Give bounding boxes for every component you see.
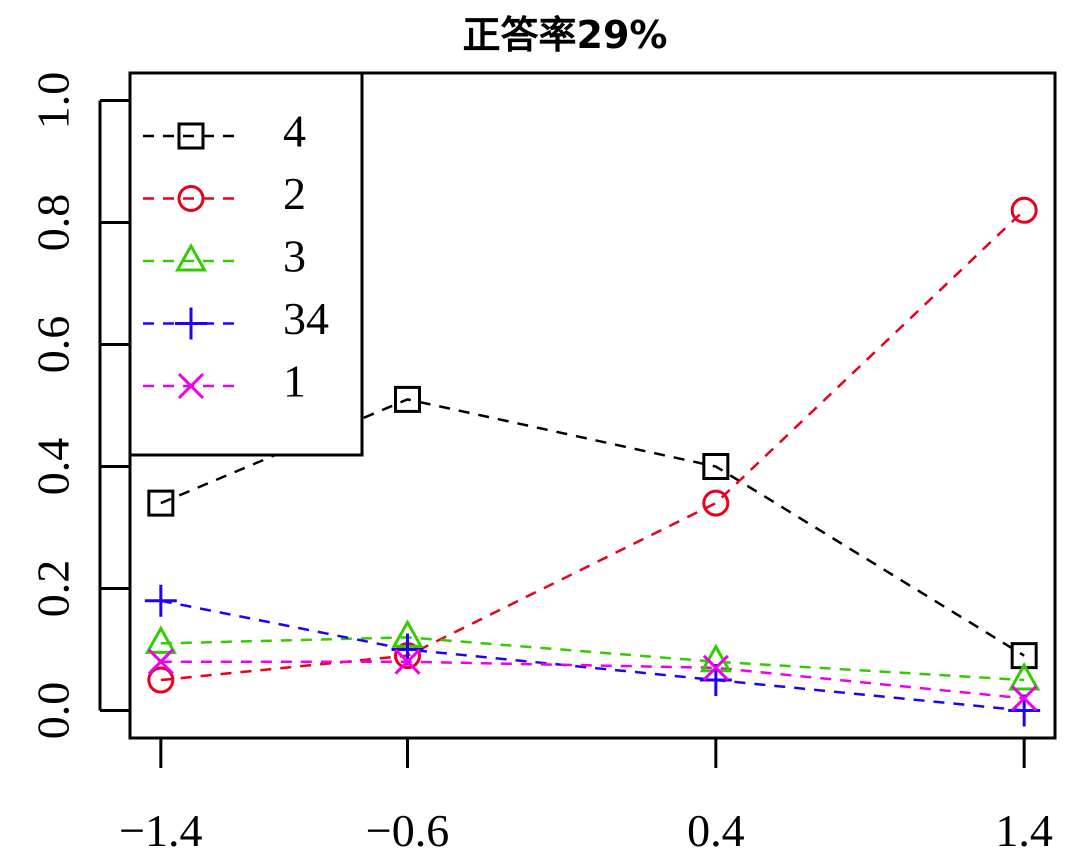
x-tick-label: 0.4 bbox=[687, 805, 745, 852]
series-point-34 bbox=[144, 584, 177, 617]
series-markers bbox=[144, 196, 1041, 727]
y-tick-label: 0.0 bbox=[28, 682, 79, 740]
series-line-4 bbox=[160, 398, 1025, 657]
series-line-3 bbox=[160, 636, 1025, 682]
y-tick-label: 0.6 bbox=[28, 316, 79, 374]
legend-marker-34 bbox=[175, 307, 207, 340]
y-axis: 0.0 0.2 0.4 0.6 0.8 1.0 bbox=[28, 72, 130, 740]
chart-title: 正答率29% bbox=[463, 13, 668, 57]
series-point-1 bbox=[147, 648, 174, 675]
legend-label-34: 34 bbox=[283, 293, 329, 344]
series-point-1 bbox=[702, 654, 729, 681]
series-point-4 bbox=[394, 385, 421, 413]
y-tick-label: 0.4 bbox=[28, 438, 79, 496]
series-point-1 bbox=[394, 648, 421, 675]
legend-marker-2 bbox=[177, 185, 205, 212]
x-tick-label: −1.4 bbox=[119, 805, 202, 852]
y-tick-label: 0.2 bbox=[28, 560, 79, 618]
legend-label-2: 2 bbox=[283, 168, 306, 219]
series-lines bbox=[160, 209, 1026, 712]
series-point-4 bbox=[702, 453, 730, 481]
series-point-3 bbox=[1008, 661, 1041, 691]
legend-label-1: 1 bbox=[283, 356, 306, 407]
legend-marker-1 bbox=[177, 372, 205, 400]
legend-marker-4 bbox=[177, 122, 205, 150]
legend-label-3: 3 bbox=[283, 231, 306, 282]
legend: 4 2 3 34 1 bbox=[128, 71, 364, 457]
x-axis: −1.4 −0.6 0.4 1.4 bbox=[119, 736, 1053, 852]
series-line-2 bbox=[160, 209, 1026, 682]
plot-frame bbox=[128, 71, 1057, 740]
x-tick-label: 1.4 bbox=[995, 805, 1053, 852]
series-point-1 bbox=[1011, 685, 1038, 712]
y-tick-label: 0.8 bbox=[28, 194, 79, 252]
series-point-2 bbox=[1010, 196, 1038, 224]
series-point-4 bbox=[147, 489, 175, 517]
series-point-2 bbox=[702, 489, 730, 517]
legend-marker-3 bbox=[174, 242, 208, 272]
y-tick-label: 1.0 bbox=[28, 72, 79, 130]
series-line-34 bbox=[160, 599, 1025, 712]
series-point-2 bbox=[147, 666, 175, 694]
series-point-3 bbox=[144, 625, 177, 654]
series-line-1 bbox=[160, 660, 1025, 700]
legend-label-4: 4 bbox=[283, 106, 306, 157]
legend-box bbox=[128, 71, 364, 457]
x-tick-label: −0.6 bbox=[366, 805, 449, 852]
